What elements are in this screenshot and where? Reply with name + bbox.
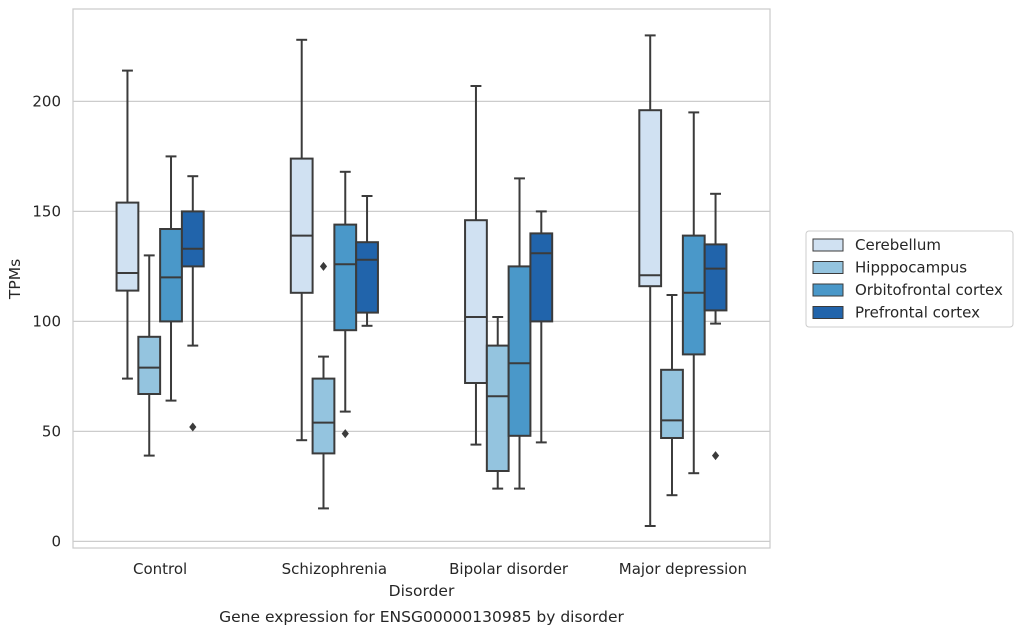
x-tick-label: Major depression [619, 560, 747, 578]
box-group [485, 316, 510, 490]
box [485, 344, 510, 473]
box [507, 265, 532, 437]
box [311, 377, 336, 455]
box [115, 201, 140, 292]
box-group [660, 294, 684, 497]
box [638, 109, 663, 288]
outlier-point [711, 451, 720, 461]
x-tick-label: Schizophrenia [282, 560, 387, 578]
box [180, 210, 205, 268]
box-group [681, 111, 706, 475]
legend-frame [805, 230, 1014, 328]
x-tick-label: Control [133, 560, 187, 578]
legend-label: Orbitofrontal cortex [855, 281, 1003, 299]
box [159, 228, 183, 323]
box-group [180, 175, 205, 432]
y-tick-label: 50 [42, 422, 61, 440]
box-group [355, 195, 379, 327]
legend-swatch [812, 238, 844, 252]
box-group [507, 177, 532, 490]
box-group [289, 38, 314, 442]
box [660, 368, 684, 439]
box [137, 335, 162, 395]
outlier-point [319, 261, 328, 271]
box [464, 219, 488, 384]
x-tick-label: Bipolar disorder [449, 560, 569, 578]
outlier-point [341, 429, 349, 439]
x-axis-label: Disorder [389, 582, 455, 600]
x-axis-ticks: Control Schizophrenia Bipolar disorder Majo… [133, 560, 747, 578]
box-group [115, 69, 140, 380]
box [289, 157, 314, 294]
y-axis-label: TPMs [6, 259, 24, 300]
chart-title: Gene expression for ENSG00000130985 by d… [219, 608, 624, 626]
box-group [464, 85, 488, 446]
plot-frame [72, 8, 771, 549]
box [529, 232, 554, 323]
y-axis-ticks: 0 50 100 150 200 [32, 92, 61, 550]
boxplot-series [115, 34, 728, 527]
y-tick-label: 150 [32, 202, 61, 220]
y-tick-label: 200 [32, 92, 61, 110]
box [355, 241, 379, 314]
legend: Cerebellum Hipppocampus Orbitofrontal cort… [805, 230, 1014, 328]
legend-swatch [812, 261, 844, 274]
box [703, 243, 728, 312]
box-group [137, 254, 162, 457]
legend-swatch [812, 306, 844, 319]
y-tick-label: 100 [32, 312, 61, 330]
box-group [529, 210, 554, 444]
legend-label: Hipppocampus [855, 259, 967, 277]
outlier-point [189, 422, 197, 432]
legend-label: Cerebellum [855, 236, 941, 254]
box-group [311, 261, 336, 510]
box [333, 223, 358, 332]
legend-swatch [812, 283, 844, 297]
y-tick-label: 0 [51, 532, 61, 550]
legend-label: Prefrontal cortex [855, 304, 980, 322]
box-group [159, 155, 183, 402]
box-group [703, 192, 728, 461]
box-group [638, 34, 663, 527]
box [681, 234, 706, 356]
